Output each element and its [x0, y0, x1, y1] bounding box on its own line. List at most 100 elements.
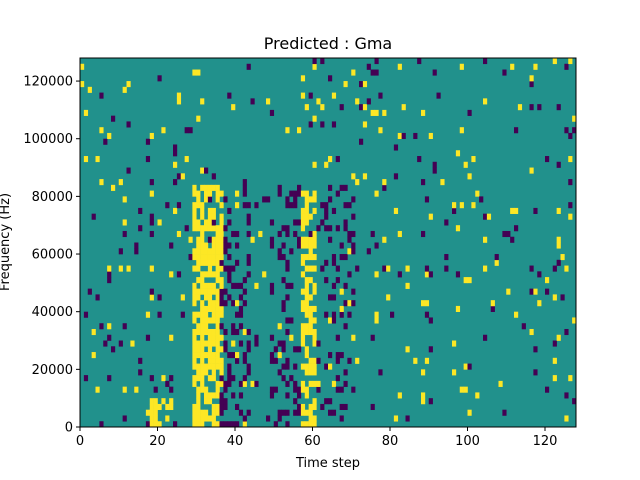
heatmap-cell: [335, 225, 340, 232]
heatmap-cell: [176, 92, 182, 99]
heatmap-cell: [200, 328, 205, 336]
heatmap-cell: [192, 248, 197, 255]
heatmap-cell: [339, 184, 344, 191]
heatmap-cell: [444, 265, 449, 272]
heatmap-cell: [277, 184, 282, 191]
heatmap-cell: [242, 421, 247, 428]
heatmap-cell: [316, 340, 321, 347]
heatmap-cell: [452, 369, 457, 376]
heatmap-cell: [238, 282, 244, 289]
heatmap-cell: [192, 300, 197, 307]
heatmap-cell: [207, 415, 213, 422]
heatmap-cell: [312, 398, 317, 405]
heatmap-cell: [219, 202, 224, 209]
heatmap-cell: [397, 271, 402, 278]
heatmap-cell: [339, 242, 344, 249]
heatmap-cell: [211, 421, 216, 428]
heatmap-cell: [304, 352, 309, 359]
heatmap-cell: [196, 236, 201, 243]
heatmap-cell: [304, 207, 309, 214]
heatmap-cell: [266, 98, 271, 105]
heatmap-cell: [304, 363, 309, 370]
heatmap-cell: [173, 421, 178, 428]
heatmap-cell: [351, 213, 356, 220]
heatmap-cell: [153, 386, 158, 393]
heatmap-cell: [134, 248, 139, 255]
heatmap-cell: [122, 196, 127, 203]
heatmap-cell: [335, 265, 340, 272]
chart-title: Predicted : Gma: [264, 34, 392, 53]
heatmap-cell: [308, 421, 313, 428]
heatmap-cell: [207, 357, 213, 364]
heatmap-cell: [149, 230, 154, 238]
heatmap-cell: [324, 277, 329, 284]
heatmap-cell: [207, 392, 213, 399]
heatmap-cell: [285, 317, 290, 324]
heatmap-cell: [362, 121, 368, 128]
heatmap-cell: [285, 357, 290, 364]
heatmap-cell: [192, 375, 197, 382]
heatmap-cell: [304, 305, 309, 312]
heatmap-cell: [405, 415, 410, 422]
heatmap-cell: [304, 104, 309, 111]
heatmap-cell: [231, 352, 236, 359]
heatmap-cell: [235, 421, 240, 428]
heatmap-cell: [556, 161, 561, 168]
heatmap-cell: [192, 403, 197, 411]
heatmap-cell: [126, 81, 131, 88]
heatmap-cell: [355, 98, 360, 105]
heatmap-cell: [289, 375, 294, 382]
heatmap-cell: [145, 156, 151, 163]
heatmap-cell: [149, 190, 154, 197]
heatmap-cell: [207, 352, 213, 359]
heatmap-cell: [533, 207, 538, 214]
heatmap-cell: [227, 242, 232, 249]
heatmap-cell: [285, 421, 290, 428]
heatmap-cell: [122, 415, 127, 422]
heatmap-cell: [320, 121, 325, 128]
heatmap-cell: [192, 328, 197, 336]
heatmap-cell: [359, 104, 364, 111]
heatmap-cell: [324, 161, 329, 168]
heatmap-cell: [362, 173, 368, 180]
heatmap-cell: [331, 92, 337, 99]
heatmap-cell: [192, 282, 197, 289]
heatmap-cell: [304, 213, 309, 220]
heatmap-cell: [192, 190, 197, 197]
heatmap-cell: [242, 357, 247, 364]
heatmap-cell: [304, 288, 309, 295]
heatmap-cell: [207, 294, 213, 301]
heatmap-cell: [277, 409, 282, 416]
heatmap-cell: [483, 58, 488, 65]
heatmap-cell: [215, 346, 220, 353]
heatmap-cell: [300, 363, 306, 370]
heatmap-cell: [304, 202, 309, 209]
heatmap-cell: [308, 242, 313, 249]
heatmap-cell: [331, 282, 337, 289]
heatmap-cell: [320, 104, 325, 111]
heatmap-cell: [269, 236, 275, 243]
heatmap-cell: [235, 403, 240, 411]
heatmap-cell: [533, 369, 538, 376]
heatmap-cell: [134, 242, 139, 249]
heatmap-cell: [246, 63, 251, 70]
heatmap-cell: [572, 398, 577, 405]
heatmap-cell: [312, 369, 317, 376]
heatmap-cell: [246, 363, 251, 370]
heatmap-cell: [308, 380, 313, 387]
heatmap-cell: [211, 305, 216, 312]
heatmap-cell: [273, 421, 278, 428]
heatmap-cell: [432, 167, 437, 174]
heatmap-cell: [215, 236, 220, 243]
heatmap-cell: [467, 363, 472, 370]
heatmap-cell: [176, 230, 182, 238]
heatmap-cell: [211, 219, 216, 226]
heatmap-cell: [227, 352, 232, 359]
heatmap-cell: [351, 288, 356, 295]
heatmap-cell: [328, 294, 333, 301]
heatmap-cell: [297, 386, 302, 393]
heatmap-cell: [486, 213, 492, 220]
heatmap-cell: [401, 104, 406, 111]
heatmap-cell: [297, 184, 302, 191]
heatmap-cell: [316, 386, 321, 393]
